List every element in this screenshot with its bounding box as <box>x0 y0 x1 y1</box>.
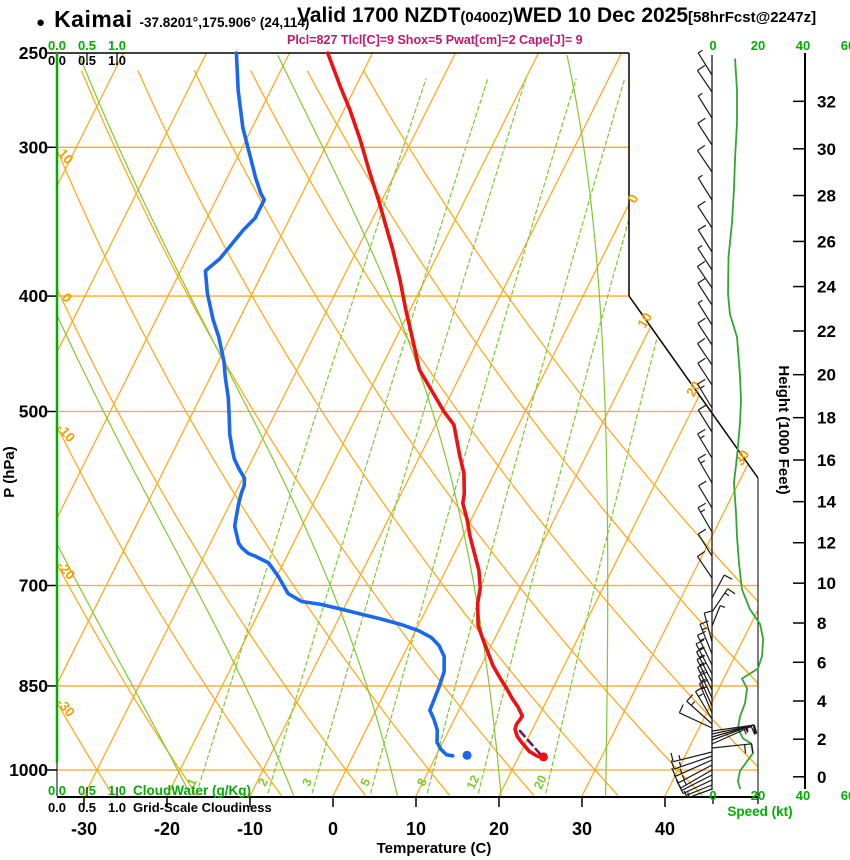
tick-label: 1.0 <box>108 800 126 815</box>
tick-label: 8 <box>414 776 430 788</box>
tick-label: 850 <box>19 676 48 696</box>
valid-time-line: Valid 1700 NZDT (0400Z) WED 10 Dec 2025 … <box>297 4 816 28</box>
tick-label: 4 <box>817 692 827 711</box>
chart-title: ● Kaimai -37.8201°,175.906° (24,114) <box>36 6 309 33</box>
wind-barbs <box>670 49 758 798</box>
tick-label: 0.5 <box>78 800 96 815</box>
station-coords: -37.8201°,175.906° (24,114) <box>139 15 310 30</box>
tick-label: 40 <box>655 819 675 839</box>
skewt-grid <box>57 53 758 796</box>
tick-label: 5 <box>358 776 374 788</box>
parcel-path <box>518 729 543 757</box>
tick-label: 60 <box>841 788 850 803</box>
profiles <box>55 53 764 790</box>
tick-label: 20 <box>817 366 836 385</box>
station-bullet-icon: ● <box>36 14 46 31</box>
tick-label: 20 <box>531 773 550 792</box>
tick-label: 0 <box>709 38 716 53</box>
tick-label: 1.0 <box>108 38 126 53</box>
tick-label: 0 <box>817 768 826 787</box>
tick-label: 12 <box>817 534 836 553</box>
tick-label: 12 <box>464 773 483 792</box>
tick-label: 26 <box>817 232 836 251</box>
tick-label: 400 <box>19 286 48 306</box>
tick-label: 24 <box>817 278 836 297</box>
tick-label: 10 <box>55 146 76 167</box>
tick-label: 32 <box>817 92 836 111</box>
sounding-parameters: Plcl=827 Tlcl[C]=9 Shox=5 Pwat[cm]=2 Cap… <box>287 33 583 47</box>
tick-label: 3 <box>299 776 315 788</box>
tick-label: 20 <box>751 38 765 53</box>
tick-label: 8 <box>817 614 826 633</box>
tick-label: 16 <box>817 451 836 470</box>
tick-label: 0 <box>709 788 716 803</box>
cloudiness-axis-title: Grid-Scale Cloudiness <box>133 800 272 815</box>
tick-label: 60 <box>841 38 850 53</box>
dewpoint-trace <box>203 51 455 758</box>
tick-label: 22 <box>817 322 836 341</box>
tick-label: 10 <box>406 819 426 839</box>
tick-label: -10 <box>237 819 263 839</box>
tick-label: 2 <box>817 730 826 749</box>
tick-label: -20 <box>154 819 180 839</box>
tick-label: 14 <box>817 493 836 512</box>
tick-label: 28 <box>817 187 836 206</box>
tick-label: 1000 <box>9 760 48 780</box>
surface-dewpoint-dot <box>462 750 472 760</box>
surface-temperature-dot <box>538 752 548 762</box>
tick-label: 700 <box>19 576 48 596</box>
valid-time: Valid 1700 NZDT <box>297 4 461 27</box>
tick-label: 30 <box>817 140 836 159</box>
surface-points <box>462 750 548 762</box>
tick-label: 0.5 <box>78 38 96 53</box>
tick-label: 0.0 <box>48 800 66 815</box>
tick-label: 40 <box>796 38 810 53</box>
pressure-axis-title: P (hPa) <box>1 446 18 497</box>
valid-utc: (0400Z) <box>460 9 513 26</box>
tick-label: 6 <box>817 653 826 672</box>
height-axis-title: Height (1000 Feet) <box>775 365 792 494</box>
tick-label: 40 <box>796 788 810 803</box>
tick-label: 20 <box>751 788 765 803</box>
tick-label: 18 <box>817 409 836 428</box>
tick-label: 1.0 <box>108 783 126 798</box>
tick-label: 250 <box>19 43 48 63</box>
tick-label: 0.0 <box>48 38 66 53</box>
speed-axis-title: Speed (kt) <box>727 804 792 819</box>
tick-label: 20 <box>489 819 509 839</box>
tick-label: 0 <box>328 819 338 839</box>
station-name: Kaimai <box>54 6 133 32</box>
cloudwater-axis-title: CloudWater (g/Kg) <box>133 783 251 798</box>
temperature-trace <box>325 51 545 760</box>
tick-label: 300 <box>19 137 48 157</box>
tick-label: 0 <box>59 290 75 306</box>
tick-label: -30 <box>71 819 97 839</box>
tick-label: 0 <box>625 192 642 206</box>
valid-date: WED 10 Dec 2025 <box>512 4 689 27</box>
tick-label: 10 <box>817 574 836 593</box>
scale-label-rows: 0.00.00.50.51.01.00.00.00.50.51.01.00020… <box>48 38 850 815</box>
tick-label: 10 <box>635 310 656 331</box>
tick-label: 30 <box>572 819 592 839</box>
tick-label: 0.5 <box>78 783 96 798</box>
forecast-tag: [58hrFcst@2247z] <box>688 9 817 26</box>
tick-label: 0.0 <box>48 783 66 798</box>
temperature-axis-title: Temperature (C) <box>377 840 492 857</box>
tick-label: 500 <box>19 401 48 421</box>
tick-label: 1.0 <box>108 53 126 68</box>
tick-label: 0.5 <box>78 53 96 68</box>
